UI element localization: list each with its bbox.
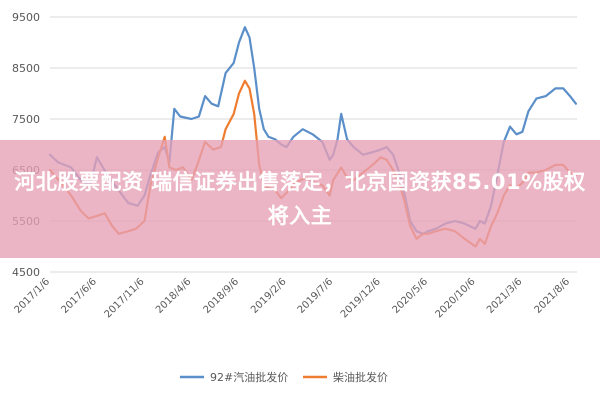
x-tick-label: 2019/2/6 bbox=[249, 276, 289, 316]
x-tick-label: 2020/10/6 bbox=[434, 276, 478, 320]
x-tick-label: 2021/8/6 bbox=[533, 276, 573, 316]
x-tick-label: 2018/4/6 bbox=[154, 276, 194, 316]
x-tick-label: 2019/12/6 bbox=[339, 276, 383, 320]
x-tick-label: 2017/6/6 bbox=[60, 276, 100, 316]
legend-label: 柴油批发价 bbox=[333, 370, 388, 384]
headline-banner: 河北股票配资 瑞信证券出售落定，北京国资获85.01%股权将入主 bbox=[0, 140, 600, 258]
x-tick-label: 2017/11/6 bbox=[103, 276, 147, 320]
headline-text: 河北股票配资 瑞信证券出售落定，北京国资获85.01%股权将入主 bbox=[14, 170, 586, 228]
y-tick-label: 9500 bbox=[12, 11, 40, 24]
x-axis-ticks: 2017/1/6 2017/6/6 2017/11/6 2018/4/6 2018/9/… bbox=[13, 276, 573, 320]
legend-label: 92#汽油批发价 bbox=[210, 370, 288, 384]
y-tick-label: 7500 bbox=[12, 113, 40, 126]
x-tick-label: 2021/3/6 bbox=[485, 276, 525, 316]
legend: 92#汽油批发价 柴油批发价 bbox=[180, 370, 388, 384]
y-tick-label: 8500 bbox=[12, 62, 40, 75]
y-tick-label: 4500 bbox=[12, 266, 40, 279]
x-tick-label: 2017/1/6 bbox=[13, 276, 53, 316]
x-tick-label: 2018/9/6 bbox=[202, 276, 242, 316]
x-tick-label: 2019/7/6 bbox=[296, 276, 336, 316]
x-tick-label: 2020/5/6 bbox=[391, 276, 431, 316]
